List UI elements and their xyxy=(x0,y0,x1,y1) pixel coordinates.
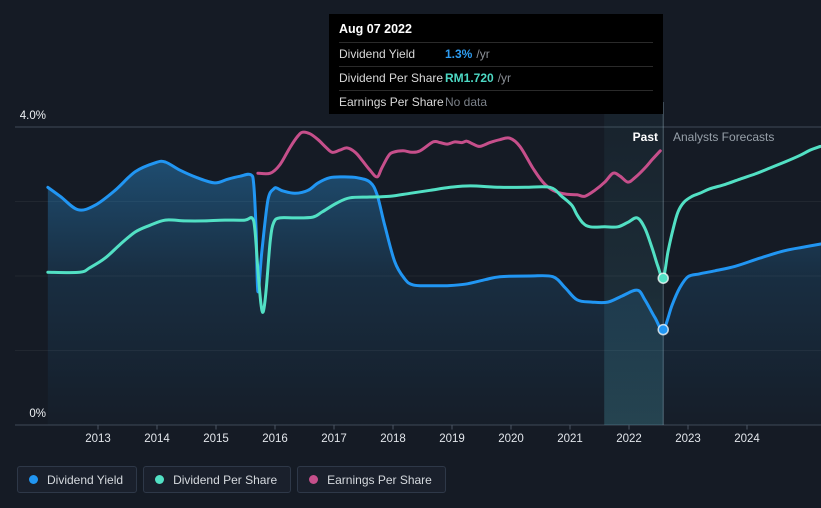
tooltip-row: Dividend Yield 1.3%/yr xyxy=(339,42,653,66)
x-tick-label: 2017 xyxy=(321,433,347,445)
legend-dot-icon xyxy=(29,475,38,484)
x-tick-label: 2014 xyxy=(144,433,170,445)
dividend-per-share-line xyxy=(46,144,821,314)
x-tick-label: 2016 xyxy=(262,433,288,445)
tooltip-row: Earnings Per Share No data xyxy=(339,90,653,114)
tooltip-row-value: No data xyxy=(445,95,488,109)
legend-item-dividend-per-share[interactable]: Dividend Per Share xyxy=(143,466,292,493)
x-tick-label: 2022 xyxy=(616,433,642,445)
chart-tooltip: Aug 07 2022 Dividend Yield 1.3%/yr Dividen… xyxy=(329,14,663,114)
analysts-forecasts-label: Analysts Forecasts xyxy=(673,130,775,144)
tooltip-row-label: Dividend Per Share xyxy=(339,71,444,85)
legend-item-label: Earnings Per Share xyxy=(327,472,432,487)
tooltip-row-unit: /yr xyxy=(476,47,490,61)
earnings-per-share-line xyxy=(256,130,662,198)
legend-item-label: Dividend Per Share xyxy=(173,472,278,487)
y-tick-label: 4.0% xyxy=(20,110,46,122)
tooltip-row-value: RM1.720 xyxy=(445,71,494,85)
dividend-per-share-marker-dot[interactable] xyxy=(657,272,669,284)
tooltip-row-unit: /yr xyxy=(497,71,512,85)
legend-item-dividend-yield[interactable]: Dividend Yield xyxy=(17,466,138,493)
chart-legend: Dividend Yield Dividend Per Share Earnings… xyxy=(17,466,446,493)
legend-dot-icon xyxy=(155,475,165,484)
tooltip-row-value: 1.3% xyxy=(445,47,473,61)
x-tick-label: 2018 xyxy=(380,433,406,445)
tooltip-row-label: Dividend Yield xyxy=(339,47,416,61)
tooltip-row-label: Earnings Per Share xyxy=(339,95,444,109)
x-tick-label: 2024 xyxy=(734,433,760,445)
x-tick-label: 2021 xyxy=(557,433,583,445)
legend-item-label: Dividend Yield xyxy=(47,472,124,487)
legend-item-earnings-per-share[interactable]: Earnings Per Share xyxy=(297,466,446,493)
past-region-label: Past xyxy=(632,130,658,144)
tooltip-row: Dividend Per Share RM1.720/yr xyxy=(339,66,653,90)
x-tick-label: 2023 xyxy=(675,433,701,445)
y-tick-label: 0% xyxy=(29,408,46,420)
x-tick-label: 2020 xyxy=(498,433,524,445)
tooltip-date: Aug 07 2022 xyxy=(339,22,412,36)
dividend-yield-area xyxy=(47,161,821,425)
x-tick-label: 2015 xyxy=(203,433,229,445)
x-tick-label: 2019 xyxy=(439,433,465,445)
x-tick-label: 2013 xyxy=(85,433,111,445)
dividend-yield-marker-dot[interactable] xyxy=(657,323,669,336)
legend-dot-icon xyxy=(309,475,319,484)
